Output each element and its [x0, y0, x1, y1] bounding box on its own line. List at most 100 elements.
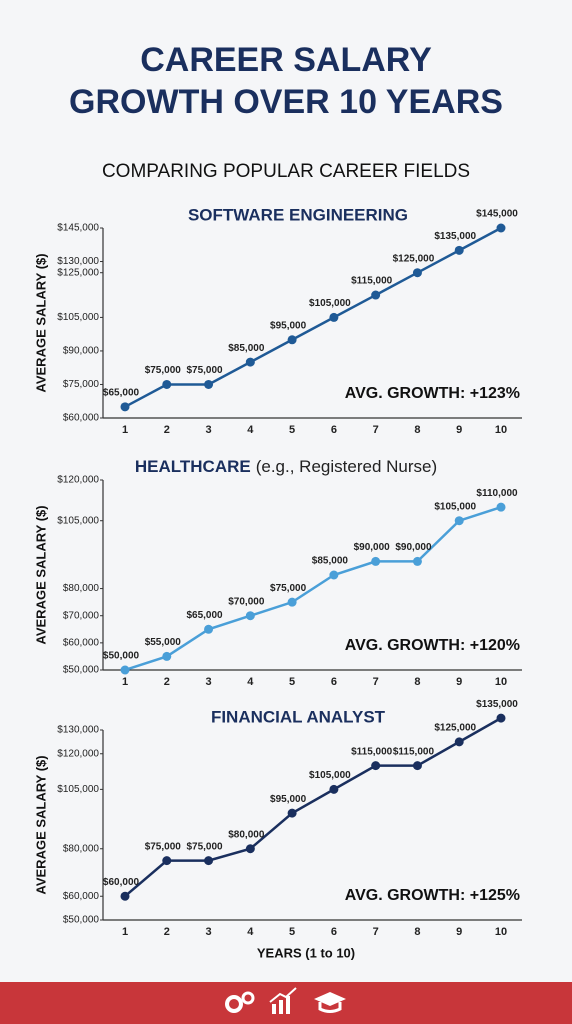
chart-title: HEALTHCARE (e.g., Registered Nurse) — [135, 457, 437, 476]
x-tick-label: 9 — [456, 424, 462, 436]
value-label: $75,000 — [145, 841, 182, 852]
y-tick-label: $75,000 — [63, 379, 100, 390]
x-tick-label: 8 — [414, 926, 420, 938]
value-label: $75,000 — [270, 583, 307, 594]
y-tick-label: $50,000 — [63, 915, 100, 926]
value-label: $105,000 — [434, 501, 476, 512]
data-point — [245, 844, 255, 854]
x-tick-label: 1 — [122, 424, 128, 436]
value-label: $60,000 — [103, 877, 140, 888]
data-point — [287, 808, 297, 818]
x-tick-label: 6 — [331, 676, 337, 688]
chart-title-note: (e.g., Registered Nurse) — [256, 457, 437, 476]
data-point — [162, 651, 172, 661]
y-tick-label: $120,000 — [57, 475, 99, 486]
value-label: $115,000 — [351, 746, 393, 757]
data-point — [371, 290, 381, 300]
x-tick-label: 7 — [373, 926, 379, 938]
x-tick-label: 3 — [205, 424, 211, 436]
y-axis-label: AVERAGE SALARY ($) — [33, 505, 48, 644]
data-point — [287, 597, 297, 607]
data-point — [287, 335, 297, 345]
y-tick-label: $130,000 — [57, 256, 99, 267]
data-point — [496, 223, 506, 233]
page-title: GROWTH OVER 10 YEARS — [69, 83, 503, 121]
x-tick-label: 4 — [247, 926, 254, 938]
y-tick-label: $50,000 — [63, 665, 100, 676]
x-axis-label: YEARS (1 to 10) — [257, 945, 355, 960]
data-point — [454, 737, 464, 747]
y-tick-label: $105,000 — [57, 312, 99, 323]
y-tick-label: $130,000 — [57, 725, 99, 736]
value-label: $65,000 — [186, 610, 223, 621]
y-tick-label: $60,000 — [63, 413, 100, 424]
data-point — [204, 856, 214, 866]
x-tick-label: 5 — [289, 676, 295, 688]
value-label: $135,000 — [434, 231, 476, 242]
x-tick-label: 2 — [164, 926, 170, 938]
x-tick-label: 6 — [331, 424, 337, 436]
x-tick-label: 1 — [122, 926, 128, 938]
x-tick-label: 6 — [331, 926, 337, 938]
x-tick-label: 3 — [205, 676, 211, 688]
footer-icons — [225, 987, 346, 1014]
x-tick-label: 1 — [122, 676, 128, 688]
y-axis-label: AVERAGE SALARY ($) — [33, 755, 48, 894]
annotation: AVG. GROWTH: +120% — [345, 637, 520, 654]
annotation: AVG. GROWTH: +123% — [345, 385, 520, 402]
data-point — [329, 570, 339, 580]
value-label: $65,000 — [103, 387, 140, 398]
x-tick-label: 3 — [205, 926, 211, 938]
value-label: $115,000 — [393, 746, 435, 757]
value-label: $50,000 — [103, 651, 140, 662]
data-point — [120, 891, 130, 901]
value-label: $75,000 — [145, 365, 182, 376]
data-point — [162, 379, 172, 389]
value-label: $95,000 — [270, 794, 307, 805]
data-point — [371, 761, 381, 771]
value-label: $125,000 — [434, 723, 476, 734]
x-tick-label: 5 — [289, 926, 295, 938]
value-label: $135,000 — [476, 699, 518, 710]
value-label: $95,000 — [270, 320, 307, 331]
page-title: CAREER SALARY — [140, 41, 432, 79]
chart-title: FINANCIAL ANALYST — [211, 707, 386, 726]
series-line — [124, 717, 502, 898]
value-label: $75,000 — [186, 841, 223, 852]
y-tick-label: $120,000 — [57, 748, 99, 759]
x-tick-label: 10 — [495, 676, 507, 688]
y-tick-label: $105,000 — [57, 515, 99, 526]
y-tick-label: $80,000 — [63, 843, 100, 854]
data-point — [204, 624, 214, 634]
value-label: $80,000 — [228, 829, 265, 840]
x-tick-label: 9 — [456, 926, 462, 938]
data-point — [496, 502, 506, 512]
y-tick-label: $60,000 — [63, 637, 100, 648]
series-line — [124, 505, 502, 672]
page-subtitle: COMPARING POPULAR CAREER FIELDS — [102, 161, 470, 182]
data-point — [412, 556, 422, 566]
x-tick-label: 4 — [247, 676, 254, 688]
y-tick-label: $145,000 — [57, 223, 99, 234]
chart-title: SOFTWARE ENGINEERING — [188, 205, 408, 224]
y-tick-label: $80,000 — [63, 583, 100, 594]
value-label: $105,000 — [309, 298, 351, 309]
value-label: $105,000 — [309, 770, 351, 781]
x-tick-label: 7 — [373, 424, 379, 436]
y-axis-label: AVERAGE SALARY ($) — [33, 253, 48, 392]
y-tick-label: $60,000 — [63, 891, 100, 902]
data-point — [120, 402, 130, 412]
data-point — [371, 556, 381, 566]
value-label: $55,000 — [145, 637, 182, 648]
data-point — [162, 856, 172, 866]
x-tick-label: 7 — [373, 676, 379, 688]
y-tick-label: $90,000 — [63, 346, 100, 357]
value-label: $85,000 — [312, 556, 349, 567]
value-label: $90,000 — [354, 542, 391, 553]
data-point — [454, 245, 464, 255]
data-point — [496, 713, 506, 723]
x-tick-label: 8 — [414, 424, 420, 436]
